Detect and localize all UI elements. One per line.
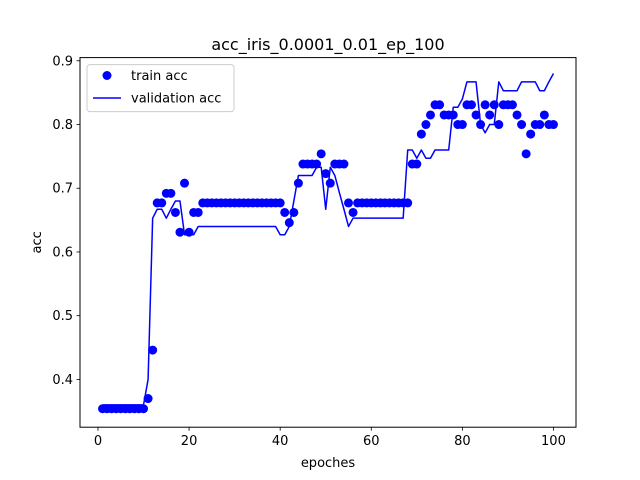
legend: train acc validation acc [86, 64, 235, 113]
y-tick-label: 0.9 [52, 54, 73, 69]
y-tick-label: 0.6 [52, 245, 73, 260]
data-point-train-acc [517, 120, 527, 130]
data-point-train-acc [280, 207, 290, 217]
y-tick-label: 0.7 [52, 182, 73, 197]
x-axis: 0 20 40 60 80 100 [94, 427, 566, 449]
axes-frame [79, 57, 577, 428]
data-point-train-acc [448, 110, 458, 120]
y-axis: 0.4 0.5 0.6 0.7 0.8 0.9 [52, 54, 80, 388]
data-point-train-acc [457, 120, 467, 130]
data-point-train-acc [348, 207, 358, 217]
x-tick-label: 100 [541, 434, 566, 449]
data-point-train-acc [139, 404, 149, 414]
data-point-train-acc [316, 149, 326, 159]
data-point-train-acc [175, 227, 185, 237]
series-line-validation-acc [102, 73, 555, 406]
data-point-train-acc [412, 159, 422, 169]
data-point-train-acc [512, 110, 522, 120]
data-point-train-acc [193, 207, 203, 217]
data-point-train-acc [507, 100, 517, 110]
data-point-train-acc [148, 345, 158, 355]
x-tick-label: 40 [272, 434, 289, 449]
legend-box [86, 64, 235, 113]
plot-area: 0 20 40 60 80 100 0.4 0.5 0.6 0.7 0.8 0.9 [52, 54, 577, 449]
x-axis-label: epoches [301, 456, 356, 471]
data-point-train-acc [485, 110, 495, 120]
data-point-train-acc [494, 120, 504, 130]
data-point-train-acc [539, 110, 549, 120]
data-point-train-acc [344, 198, 353, 208]
data-point-train-acc [403, 198, 413, 208]
data-point-train-acc [293, 178, 303, 188]
legend-label-validation-acc: validation acc [131, 92, 221, 107]
data-point-train-acc [480, 100, 490, 110]
data-point-train-acc [321, 169, 331, 179]
data-point-train-acc [312, 159, 322, 169]
data-point-train-acc [339, 159, 349, 169]
legend-marker-train-acc [102, 71, 112, 80]
data-point-train-acc [180, 178, 190, 188]
data-point-train-acc [548, 120, 558, 130]
legend-label-train-acc: train acc [131, 69, 188, 84]
x-tick-label: 20 [181, 434, 198, 449]
data-point-train-acc [425, 110, 435, 120]
x-tick-label: 80 [454, 434, 471, 449]
data-point-train-acc [421, 120, 431, 130]
data-point-train-acc [170, 207, 180, 217]
x-tick-label: 0 [94, 434, 102, 449]
data-point-train-acc [166, 188, 176, 198]
chart-title: acc_iris_0.0001_0.01_ep_100 [211, 35, 444, 55]
y-tick-label: 0.4 [52, 373, 73, 388]
series-layer [98, 73, 558, 414]
data-point-train-acc [521, 149, 531, 159]
data-point-train-acc [157, 198, 167, 208]
data-point-train-acc [416, 129, 426, 139]
y-tick-label: 0.8 [52, 118, 73, 133]
data-point-train-acc [275, 198, 285, 208]
y-axis-label: acc [30, 231, 45, 253]
data-point-train-acc [526, 129, 536, 139]
data-point-train-acc [471, 110, 481, 120]
data-point-train-acc [466, 100, 476, 110]
data-point-train-acc [325, 178, 335, 188]
data-point-train-acc [435, 100, 445, 110]
data-point-train-acc [535, 120, 545, 130]
x-tick-label: 60 [363, 434, 380, 449]
y-tick-label: 0.5 [52, 309, 73, 324]
